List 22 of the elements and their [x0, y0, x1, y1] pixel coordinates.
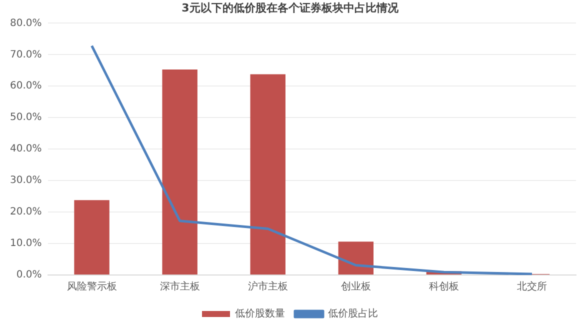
bar	[162, 69, 198, 274]
legend-label: 低价股占比	[328, 308, 378, 320]
x-tick-label: 沪市主板	[248, 280, 288, 293]
y-tick-label: 80.0%	[10, 18, 42, 29]
y-tick-label: 40.0%	[10, 144, 42, 155]
legend-label: 低价股数量	[235, 308, 285, 320]
y-tick-label: 10.0%	[10, 238, 42, 250]
y-tick-label: 70.0%	[10, 49, 42, 60]
bar	[250, 74, 286, 274]
y-tick-label: 0.0%	[16, 270, 42, 281]
y-tick-label: 60.0%	[10, 80, 42, 92]
y-tick-label: 20.0%	[10, 206, 42, 218]
bar	[338, 242, 374, 274]
x-tick-label: 科创板	[428, 280, 459, 293]
chart-title: 3元以下的低价股在各个证券板块中占比情况	[182, 1, 400, 14]
y-tick-label: 30.0%	[10, 175, 42, 186]
x-tick-label: 创业板	[340, 280, 371, 293]
x-tick-label: 北交所	[516, 280, 547, 293]
x-tick-label: 深市主板	[160, 280, 200, 293]
y-tick-label: 50.0%	[10, 112, 42, 124]
x-tick-label: 风险警示板	[66, 280, 117, 293]
bar	[74, 200, 110, 274]
